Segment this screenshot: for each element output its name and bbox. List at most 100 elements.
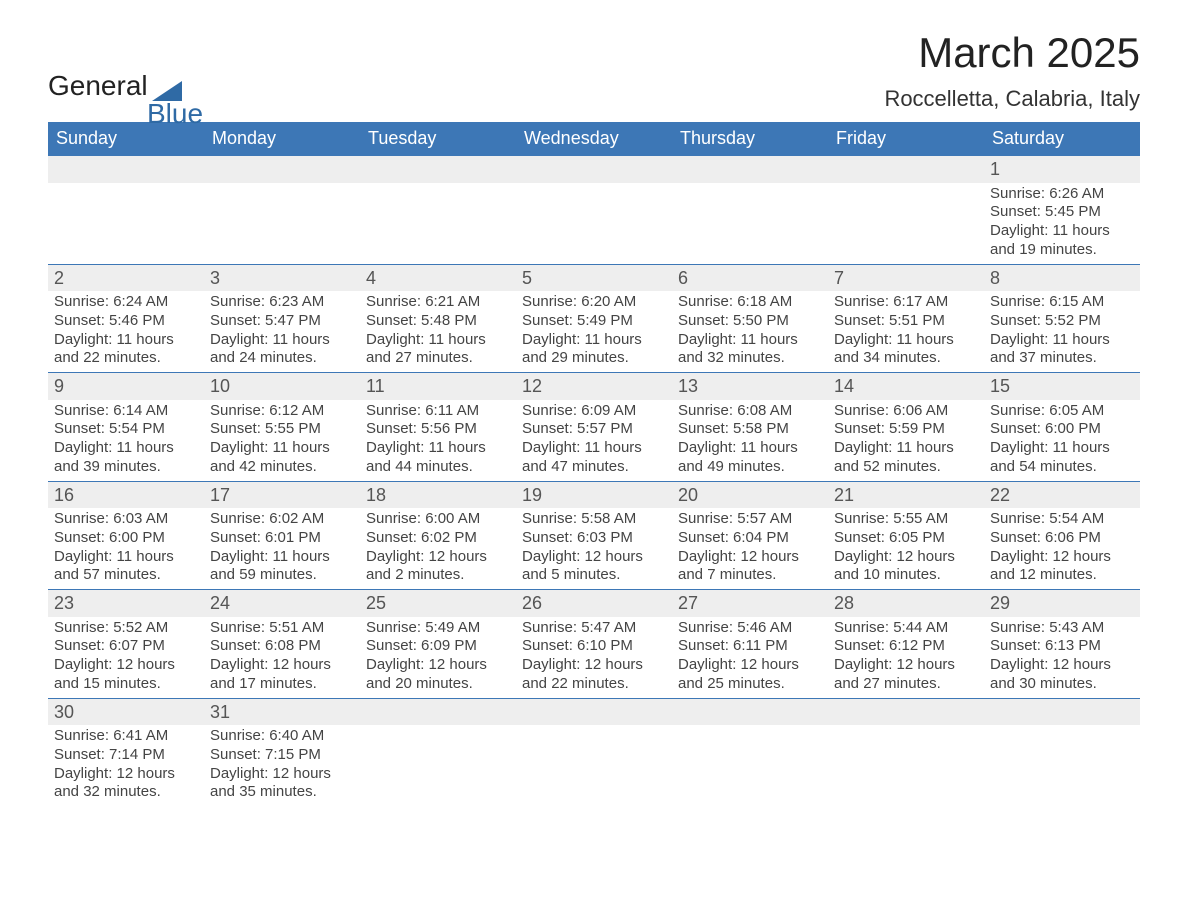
day-sunset: Sunset: 6:08 PM xyxy=(210,637,354,656)
day-daylight2: and 30 minutes. xyxy=(990,675,1134,694)
calendar-detail-cell xyxy=(516,725,672,806)
day-details xyxy=(360,725,516,750)
day-daylight1: Daylight: 11 hours xyxy=(210,439,354,458)
calendar-detail-cell: Sunrise: 6:08 AMSunset: 5:58 PMDaylight:… xyxy=(672,400,828,482)
title-location: Roccelletta, Calabria, Italy xyxy=(884,86,1140,112)
day-sunset: Sunset: 5:51 PM xyxy=(834,312,978,331)
day-sunset: Sunset: 6:00 PM xyxy=(990,420,1134,439)
day-sunrise: Sunrise: 6:23 AM xyxy=(210,293,354,312)
day-daylight1: Daylight: 11 hours xyxy=(678,331,822,350)
day-sunrise: Sunrise: 6:05 AM xyxy=(990,402,1134,421)
day-sunrise: Sunrise: 6:26 AM xyxy=(990,185,1134,204)
calendar-detail-cell: Sunrise: 6:15 AMSunset: 5:52 PMDaylight:… xyxy=(984,291,1140,373)
calendar-daynum-cell xyxy=(204,156,360,183)
day-daylight1: Daylight: 11 hours xyxy=(54,439,198,458)
day-details: Sunrise: 5:58 AMSunset: 6:03 PMDaylight:… xyxy=(516,508,672,589)
day-number xyxy=(984,699,1140,726)
day-daylight2: and 44 minutes. xyxy=(366,458,510,477)
day-daylight2: and 20 minutes. xyxy=(366,675,510,694)
day-sunset: Sunset: 7:15 PM xyxy=(210,746,354,765)
day-daylight2: and 34 minutes. xyxy=(834,349,978,368)
day-number: 1 xyxy=(984,156,1140,183)
day-number: 7 xyxy=(828,265,984,292)
day-daylight2: and 5 minutes. xyxy=(522,566,666,585)
calendar-detail-cell: Sunrise: 5:47 AMSunset: 6:10 PMDaylight:… xyxy=(516,617,672,699)
day-sunset: Sunset: 6:04 PM xyxy=(678,529,822,548)
day-daylight2: and 22 minutes. xyxy=(54,349,198,368)
calendar-detail-cell xyxy=(204,183,360,265)
day-daylight1: Daylight: 11 hours xyxy=(990,439,1134,458)
calendar-daynum-cell: 7 xyxy=(828,264,984,291)
day-details xyxy=(516,725,672,750)
calendar-daynum-cell xyxy=(672,156,828,183)
calendar-daynum-cell: 28 xyxy=(828,590,984,617)
calendar-detail-cell: Sunrise: 6:18 AMSunset: 5:50 PMDaylight:… xyxy=(672,291,828,373)
day-sunrise: Sunrise: 6:11 AM xyxy=(366,402,510,421)
day-sunset: Sunset: 5:54 PM xyxy=(54,420,198,439)
day-sunset: Sunset: 5:58 PM xyxy=(678,420,822,439)
day-daylight1: Daylight: 11 hours xyxy=(834,439,978,458)
calendar-detail-cell: Sunrise: 6:41 AMSunset: 7:14 PMDaylight:… xyxy=(48,725,204,806)
calendar-daynum-cell: 12 xyxy=(516,373,672,400)
brand-logo: General Blue xyxy=(48,70,182,102)
day-number: 27 xyxy=(672,590,828,617)
day-sunset: Sunset: 5:57 PM xyxy=(522,420,666,439)
day-sunset: Sunset: 5:52 PM xyxy=(990,312,1134,331)
day-details: Sunrise: 6:15 AMSunset: 5:52 PMDaylight:… xyxy=(984,291,1140,372)
calendar-detail-cell: Sunrise: 5:52 AMSunset: 6:07 PMDaylight:… xyxy=(48,617,204,699)
day-number: 15 xyxy=(984,373,1140,400)
day-daylight2: and 52 minutes. xyxy=(834,458,978,477)
day-daylight1: Daylight: 11 hours xyxy=(522,439,666,458)
day-daylight2: and 27 minutes. xyxy=(834,675,978,694)
calendar-daynum-cell: 3 xyxy=(204,264,360,291)
day-number: 26 xyxy=(516,590,672,617)
day-sunset: Sunset: 6:01 PM xyxy=(210,529,354,548)
day-daylight2: and 37 minutes. xyxy=(990,349,1134,368)
calendar-detail-cell: Sunrise: 5:58 AMSunset: 6:03 PMDaylight:… xyxy=(516,508,672,590)
day-daylight2: and 32 minutes. xyxy=(54,783,198,802)
calendar-detail-cell: Sunrise: 5:51 AMSunset: 6:08 PMDaylight:… xyxy=(204,617,360,699)
day-daylight2: and 7 minutes. xyxy=(678,566,822,585)
day-sunrise: Sunrise: 6:08 AM xyxy=(678,402,822,421)
day-daylight1: Daylight: 11 hours xyxy=(834,331,978,350)
calendar-daynum-cell: 17 xyxy=(204,481,360,508)
day-daylight2: and 49 minutes. xyxy=(678,458,822,477)
day-details: Sunrise: 6:03 AMSunset: 6:00 PMDaylight:… xyxy=(48,508,204,589)
day-number xyxy=(516,156,672,183)
day-daylight2: and 19 minutes. xyxy=(990,241,1134,260)
day-sunrise: Sunrise: 5:52 AM xyxy=(54,619,198,638)
day-daylight2: and 15 minutes. xyxy=(54,675,198,694)
day-details: Sunrise: 5:44 AMSunset: 6:12 PMDaylight:… xyxy=(828,617,984,698)
title-month: March 2025 xyxy=(884,30,1140,76)
day-daylight1: Daylight: 11 hours xyxy=(210,331,354,350)
day-daylight2: and 27 minutes. xyxy=(366,349,510,368)
calendar-daynum-cell xyxy=(360,698,516,725)
calendar-daynum-cell xyxy=(828,156,984,183)
day-daylight2: and 57 minutes. xyxy=(54,566,198,585)
calendar-daynum-cell xyxy=(984,698,1140,725)
day-details xyxy=(984,725,1140,750)
day-details: Sunrise: 5:51 AMSunset: 6:08 PMDaylight:… xyxy=(204,617,360,698)
calendar-body: 1 Sunrise: 6:26 AMSunset: 5:45 PMDayligh… xyxy=(48,156,1140,807)
day-daylight2: and 54 minutes. xyxy=(990,458,1134,477)
day-daylight1: Daylight: 11 hours xyxy=(366,331,510,350)
brand-part2: Blue xyxy=(147,98,203,130)
day-number: 9 xyxy=(48,373,204,400)
day-details: Sunrise: 6:24 AMSunset: 5:46 PMDaylight:… xyxy=(48,291,204,372)
day-details: Sunrise: 6:14 AMSunset: 5:54 PMDaylight:… xyxy=(48,400,204,481)
calendar-details-row: Sunrise: 6:14 AMSunset: 5:54 PMDaylight:… xyxy=(48,400,1140,482)
day-daylight2: and 35 minutes. xyxy=(210,783,354,802)
calendar-details-row: Sunrise: 6:26 AMSunset: 5:45 PMDaylight:… xyxy=(48,183,1140,265)
day-number: 10 xyxy=(204,373,360,400)
day-number: 18 xyxy=(360,482,516,509)
calendar-detail-cell xyxy=(360,725,516,806)
calendar-daynum-row: 3031 xyxy=(48,698,1140,725)
day-daylight1: Daylight: 11 hours xyxy=(522,331,666,350)
day-sunset: Sunset: 6:13 PM xyxy=(990,637,1134,656)
calendar-detail-cell: Sunrise: 6:14 AMSunset: 5:54 PMDaylight:… xyxy=(48,400,204,482)
day-sunrise: Sunrise: 6:06 AM xyxy=(834,402,978,421)
day-sunset: Sunset: 6:09 PM xyxy=(366,637,510,656)
day-sunrise: Sunrise: 5:49 AM xyxy=(366,619,510,638)
day-daylight2: and 42 minutes. xyxy=(210,458,354,477)
day-daylight2: and 29 minutes. xyxy=(522,349,666,368)
